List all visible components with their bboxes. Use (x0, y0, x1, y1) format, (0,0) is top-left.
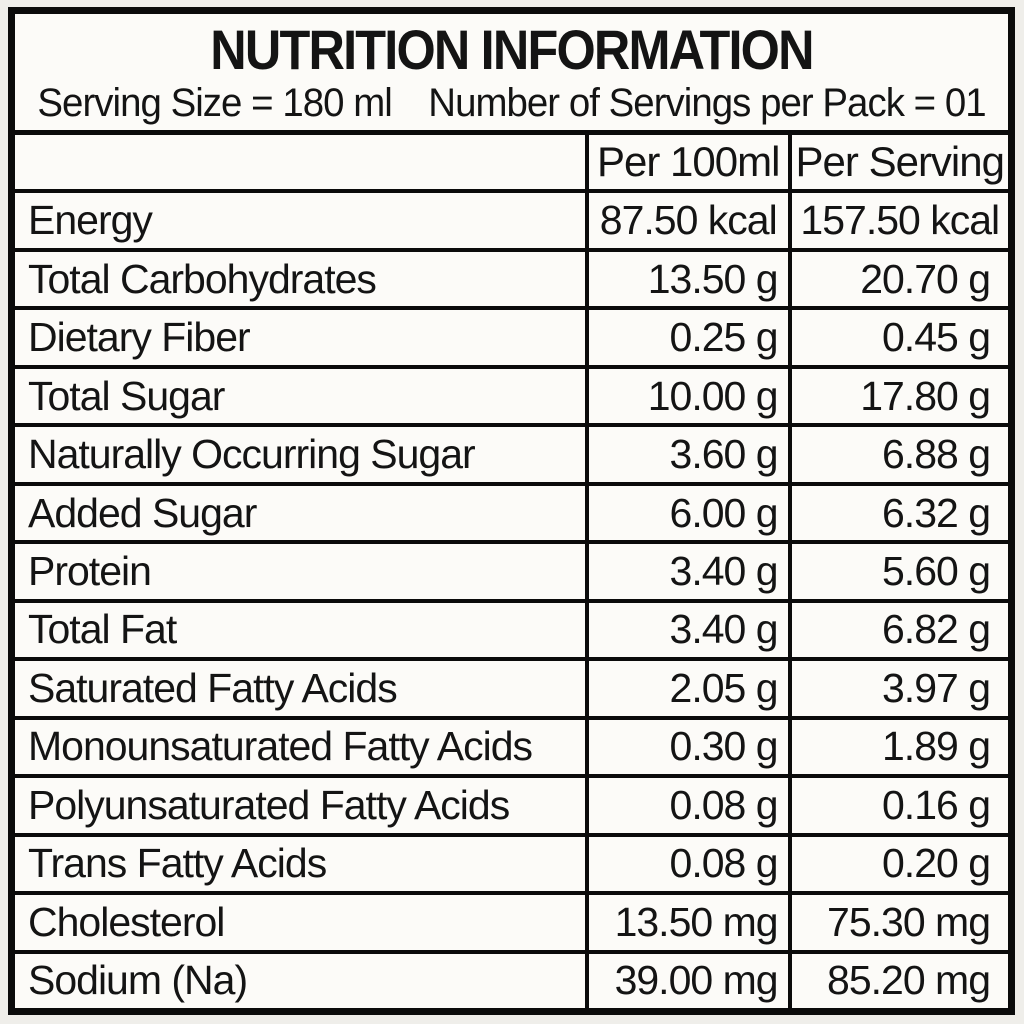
per-100ml-value: 39.00 mg (584, 953, 788, 1009)
nutrient-name: Dietary Fiber (28, 314, 251, 361)
nutrient-name: Added Sugar (28, 489, 257, 536)
per-serving-value: 6.82 g (787, 602, 1008, 658)
nutrient-name: Naturally Occurring Sugar (28, 431, 476, 478)
table-row-total-fat: Total Fat 3.40 g 6.82 g (15, 598, 1008, 658)
table-row-cholesterol: Cholesterol 13.50 mg 75.30 mg (15, 891, 1008, 950)
table-row-protein: Protein 3.40 g 5.60 g (15, 540, 1008, 599)
table-row-total-sugar: Total Sugar 10.00 g 17.80 g (15, 364, 1008, 424)
per-100ml-value: 0.30 g (584, 719, 788, 775)
per-100ml-value: 3.60 g (584, 427, 788, 482)
table-row-total-carbohydrates: Total Carbohydrates 13.50 g 20.70 g (15, 247, 1008, 307)
per-serving-value: 157.50 kcal (787, 193, 1008, 248)
nutrient-name: Total Sugar (28, 372, 225, 419)
table-row-monounsaturated-fatty-acids: Monounsaturated Fatty Acids 0.30 g 1.89 … (15, 715, 1008, 775)
nutrient-name: Polyunsaturated Fatty Acids (28, 781, 510, 828)
per-serving-value: 20.70 g (787, 251, 1008, 307)
per-100ml-value: 87.50 kcal (584, 193, 788, 248)
serving-size-text: Serving Size = 180 ml (37, 81, 392, 125)
nutrient-name: Protein (28, 548, 152, 595)
table-row-dietary-fiber: Dietary Fiber 0.25 g 0.45 g (15, 306, 1008, 365)
servings-per-pack-text: Number of Servings per Pack = 01 (428, 81, 986, 125)
nutrient-name: Total Carbohydrates (28, 255, 377, 302)
per-serving-value: 5.60 g (787, 544, 1008, 599)
per-100ml-value: 0.25 g (584, 310, 788, 365)
per-100ml-value: 2.05 g (584, 661, 788, 716)
per-100ml-value: 10.00 g (584, 368, 788, 424)
per-serving-column-header: Per Serving (787, 135, 1008, 190)
table-row-saturated-fatty-acids: Saturated Fatty Acids 2.05 g 3.97 g (15, 657, 1008, 716)
table-row-naturally-occurring-sugar: Naturally Occurring Sugar 3.60 g 6.88 g (15, 423, 1008, 482)
nutrient-name: Energy (28, 197, 153, 244)
per-serving-value: 6.88 g (787, 427, 1008, 482)
per-100ml-value: 13.50 g (584, 251, 788, 307)
per-serving-value: 1.89 g (787, 719, 1008, 775)
nutrition-label: NUTRITION INFORMATION Serving Size = 180… (8, 7, 1015, 1015)
per-serving-value: 0.20 g (787, 836, 1008, 892)
per-serving-value: 17.80 g (787, 368, 1008, 424)
label-title: NUTRITION INFORMATION (210, 18, 814, 81)
table-row-added-sugar: Added Sugar 6.00 g 6.32 g (15, 481, 1008, 541)
per-100ml-value: 0.08 g (584, 778, 788, 833)
table-row-polyunsaturated-fatty-acids: Polyunsaturated Fatty Acids 0.08 g 0.16 … (15, 774, 1008, 833)
per-100ml-value: 0.08 g (584, 836, 788, 892)
nutrient-name: Saturated Fatty Acids (28, 664, 398, 711)
per-serving-value: 6.32 g (787, 485, 1008, 541)
per-100ml-column-header: Per 100ml (584, 135, 788, 190)
label-header: NUTRITION INFORMATION Serving Size = 180… (15, 14, 1008, 135)
per-serving-value: 0.45 g (787, 310, 1008, 365)
per-100ml-value: 6.00 g (584, 485, 788, 541)
label-subtitle: Serving Size = 180 ml Number of Servings… (37, 81, 986, 125)
per-serving-value: 85.20 mg (787, 953, 1008, 1009)
nutrient-name: Monounsaturated Fatty Acids (28, 723, 533, 770)
per-100ml-value: 13.50 mg (584, 895, 788, 950)
table-row-energy: Energy 87.50 kcal 157.50 kcal (15, 189, 1008, 248)
table-row-trans-fatty-acids: Trans Fatty Acids 0.08 g 0.20 g (15, 832, 1008, 892)
per-100ml-value: 3.40 g (584, 544, 788, 599)
nutrient-column-header (15, 135, 585, 189)
nutrition-table: Per 100ml Per Serving Energy 87.50 kcal … (15, 135, 1008, 1009)
nutrient-name: Sodium (Na) (28, 957, 248, 1004)
per-100ml-value: 3.40 g (584, 602, 788, 658)
per-serving-value: 75.30 mg (787, 895, 1008, 950)
nutrient-name: Total Fat (28, 606, 177, 653)
column-header-row: Per 100ml Per Serving (15, 135, 1008, 190)
table-row-sodium: Sodium (Na) 39.00 mg 85.20 mg (15, 949, 1008, 1009)
per-serving-value: 0.16 g (787, 778, 1008, 833)
nutrient-name: Cholesterol (28, 898, 225, 945)
nutrient-name: Trans Fatty Acids (28, 840, 327, 887)
per-serving-value: 3.97 g (787, 661, 1008, 716)
